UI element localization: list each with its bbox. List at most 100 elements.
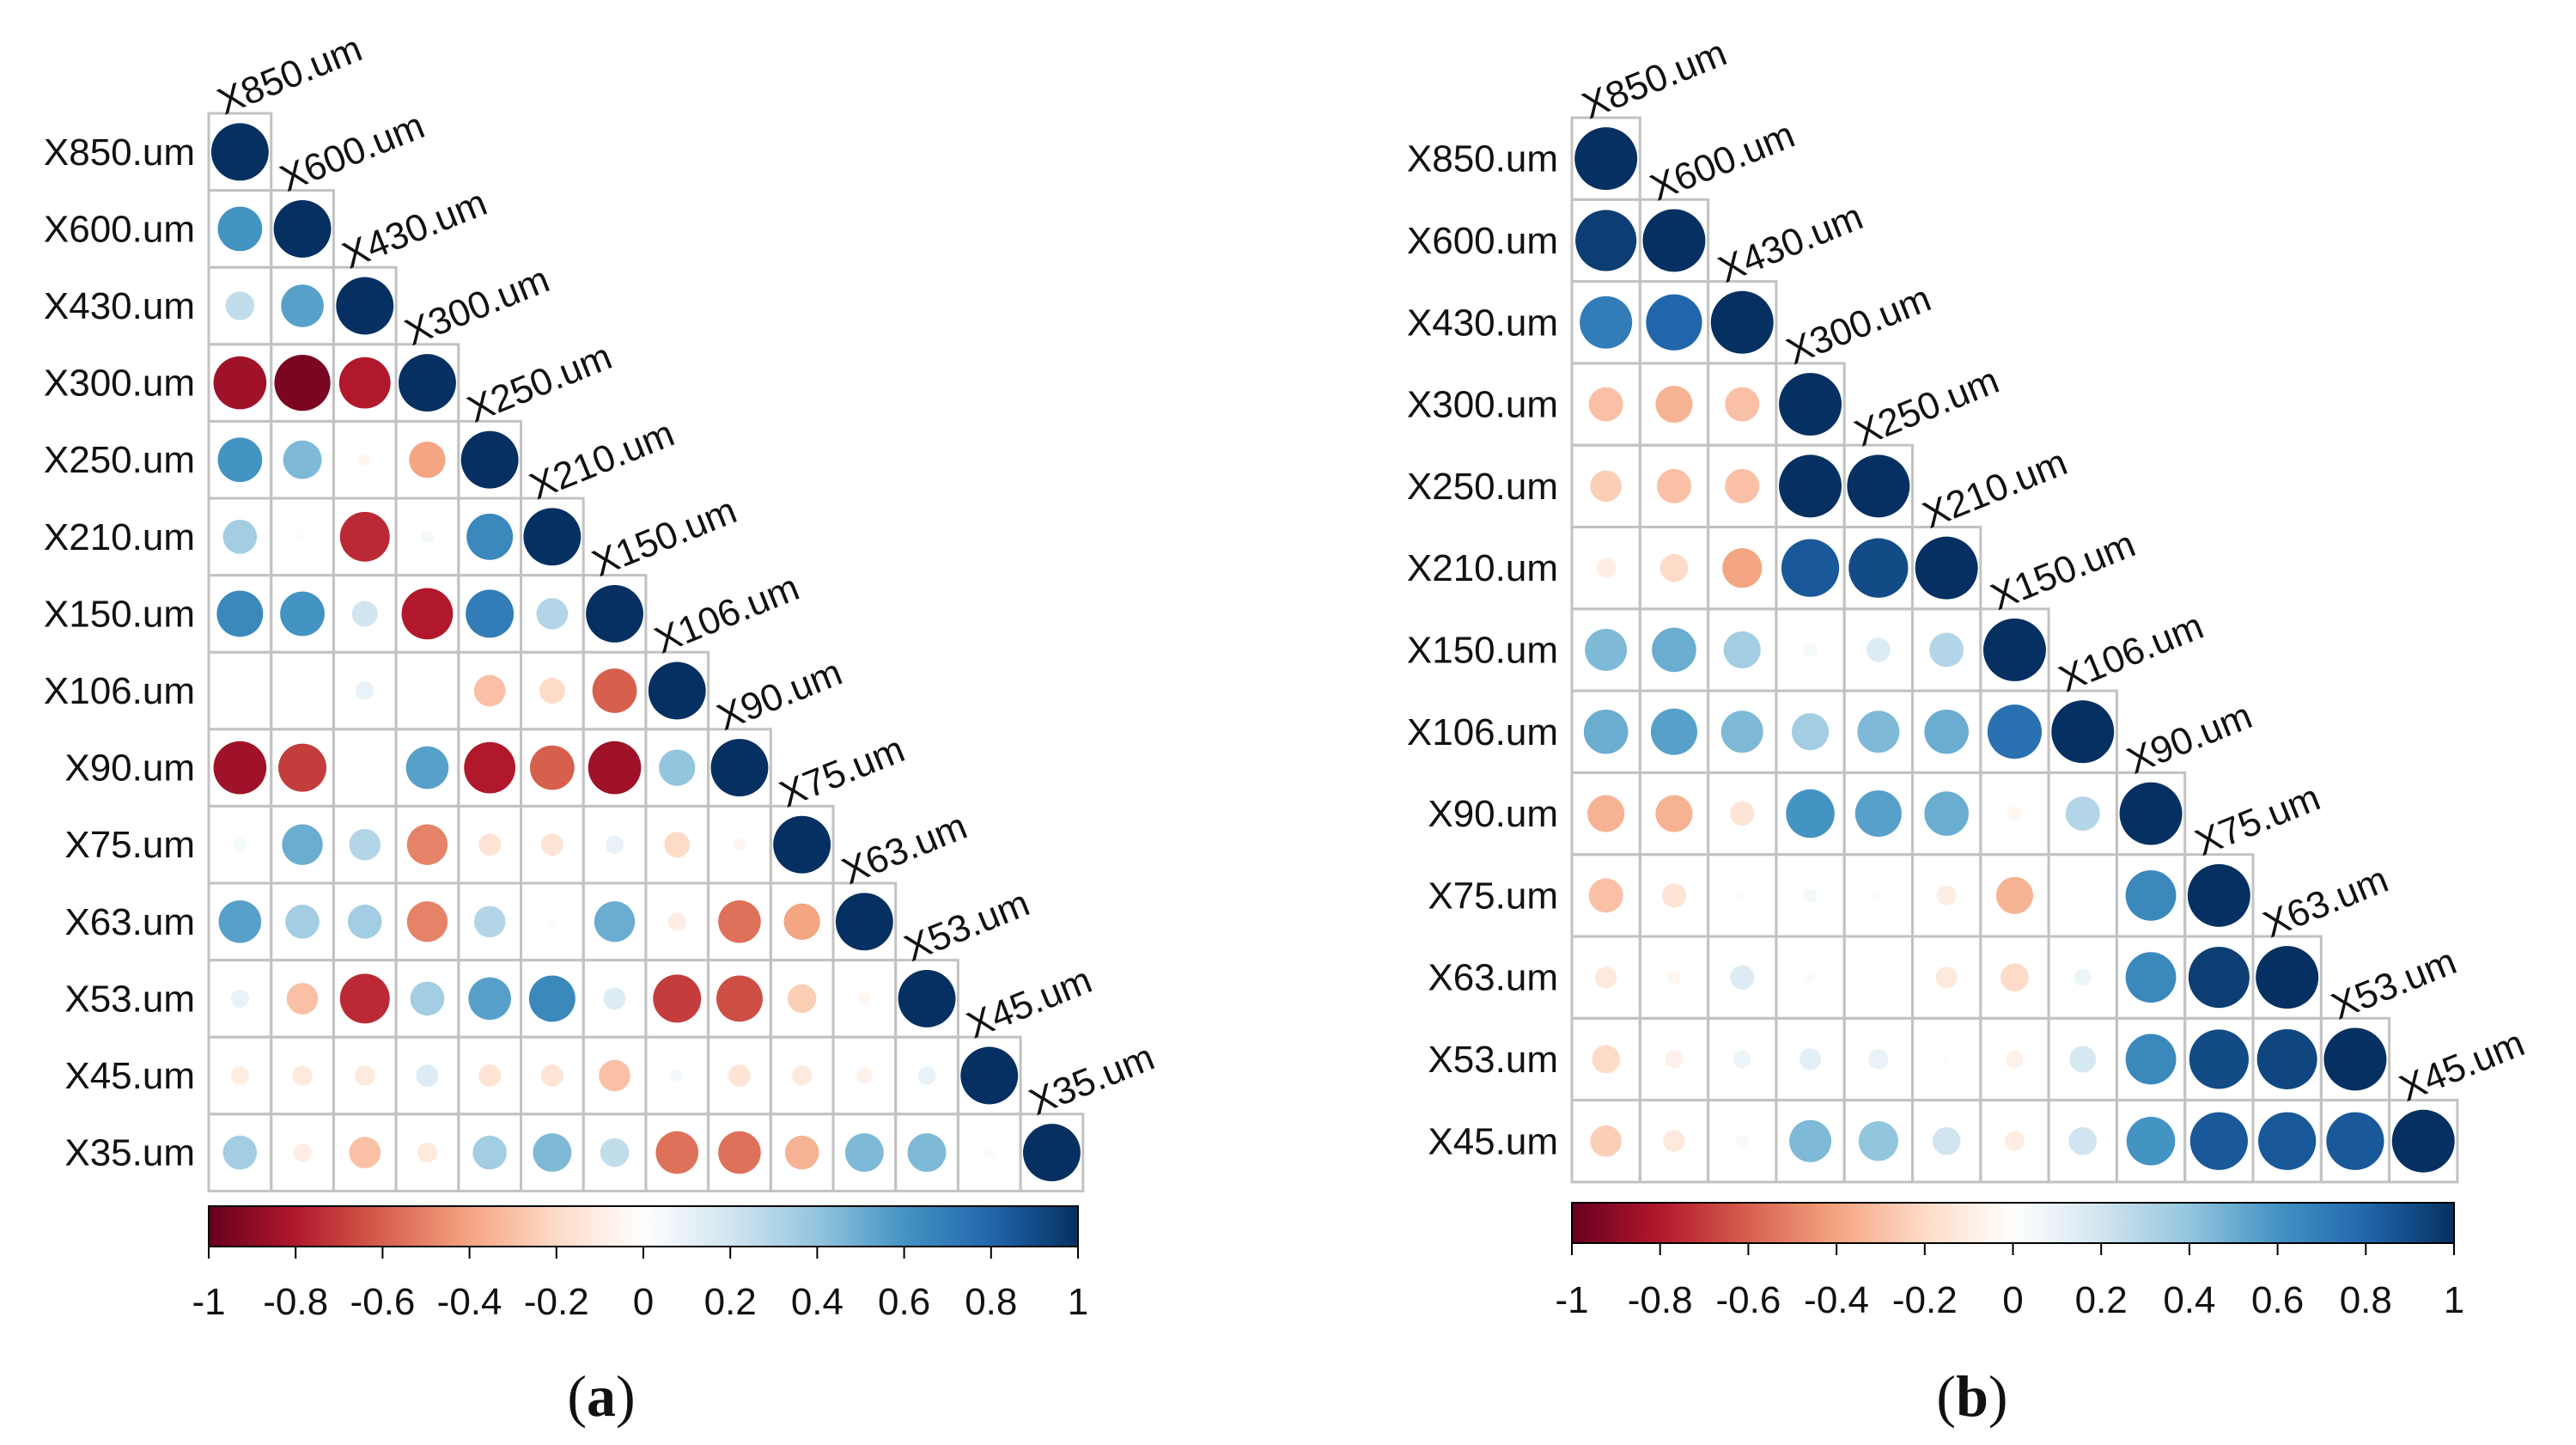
panel-b-colorbar-tick-label: 0.8 — [2340, 1279, 2392, 1321]
panel-b-correlation-circle — [2074, 968, 2092, 986]
panel-b-column-label: X63.um — [2257, 858, 2394, 946]
panel-b-colorbar-tick-label: -1 — [1555, 1279, 1588, 1321]
panel-b-correlation-circle — [1915, 536, 1978, 600]
panel-a-colorbar-tick-label: 0.4 — [791, 1281, 843, 1323]
panel-b-correlation-circle — [2323, 1027, 2387, 1091]
panel-a-correlation-circle — [548, 918, 557, 926]
panel-a-correlation-circle — [298, 533, 307, 541]
panel-a-colorbar-tick-label: -0.2 — [524, 1281, 589, 1323]
panel-b-column-label: X75.um — [2189, 777, 2326, 864]
panel-a-correlation-circle — [356, 681, 375, 700]
panel-b-colorbar-tick-label: 0.4 — [2163, 1279, 2215, 1321]
panel-a-column-label: X250.um — [461, 335, 618, 430]
panel-a-colorbar-tick-label: 0 — [633, 1281, 654, 1323]
panel-b-correlation-circle — [1655, 385, 1693, 424]
panel-b-row-label: X150.um — [1407, 629, 1558, 671]
panel-b-correlation-circle — [1805, 972, 1816, 983]
panel-b-row-label: X430.um — [1407, 302, 1558, 344]
panel-b-correlation-circle — [1730, 801, 1755, 826]
panel-a-correlation-circle — [285, 905, 320, 939]
panel-b-colorbar-tick-label: -0.6 — [1715, 1279, 1781, 1321]
panel-a-correlation-circle — [292, 1065, 313, 1086]
panel-a-correlation-circle — [293, 1143, 312, 1162]
panel-b-correlation-circle — [1791, 713, 1830, 751]
panel-a-row-label: X53.um — [64, 978, 195, 1020]
panel-a-correlation-circle — [339, 511, 390, 562]
panel-b-correlation-circle — [1847, 454, 1910, 518]
panel-a-row-label: X90.um — [64, 747, 195, 790]
panel-b-correlation-circle — [2189, 1112, 2248, 1170]
panel-b-column-label: X600.um — [1645, 113, 1801, 209]
panel-b-correlation-circle — [2187, 863, 2250, 927]
panel-a-correlation-circle — [282, 824, 323, 865]
panel-b-colorbar-tick-label: 0.2 — [2075, 1279, 2128, 1321]
panel-b-correlation-circle — [1982, 618, 2046, 681]
panel-a-correlation-circle — [907, 1133, 947, 1173]
panel-a-correlation-circle — [217, 437, 263, 483]
panel-a-correlation-circle — [460, 430, 519, 489]
panel-b-correlation-circle — [2069, 1046, 2097, 1073]
panel-b-colorbar — [1571, 1202, 2455, 1244]
panel-b-correlation-circle — [2006, 1050, 2024, 1069]
panel-b-correlation-circle — [1587, 795, 1625, 832]
panel-a-correlation-circle — [225, 291, 255, 320]
panel-a-correlation-circle — [222, 1135, 258, 1170]
panel-b-correlation-circle — [1588, 387, 1623, 422]
panel-a-correlation-circle — [286, 983, 319, 1015]
panel-a-correlation-circle — [405, 746, 449, 790]
panel-b-correlation-circle — [1590, 1125, 1622, 1157]
panel-b-correlation-circle — [2326, 1112, 2384, 1170]
panel-a-correlation-circle — [283, 440, 322, 479]
panel-a-grid-cell — [207, 650, 273, 731]
panel-a-colorbar-tick-label: 0.2 — [704, 1281, 757, 1323]
panel-a-correlation-circle — [670, 1069, 684, 1082]
panel-b-correlation-circle — [2126, 1116, 2176, 1166]
panel-a-correlation-circle — [856, 1067, 873, 1084]
panel-b-correlation-circle — [1583, 709, 1629, 754]
panel-a-column-label: X45.um — [961, 959, 1098, 1046]
panel-a-correlation-circle — [718, 1131, 761, 1174]
panel-a-colorbar — [208, 1205, 1079, 1247]
panel-a-correlation-circle — [347, 905, 382, 939]
panel-b-colorbar-tick-label: -0.2 — [1892, 1279, 1958, 1321]
panel-a-label: (a) — [567, 1363, 635, 1429]
panel-b-correlation-circle — [1873, 891, 1884, 900]
panel-b-correlation-circle — [1665, 1050, 1684, 1069]
panel-b-correlation-circle — [1722, 548, 1763, 588]
panel-b-correlation-circle — [2125, 1033, 2177, 1085]
panel-b-correlation-circle — [2258, 1112, 2317, 1170]
panel-b-correlation-circle — [1652, 627, 1696, 673]
panel-b-correlation-circle — [1936, 885, 1957, 905]
panel-b-correlation-plot: X850.umX850.umX600.umX600.umX430.umX430.… — [1407, 32, 2530, 1429]
panel-a-column-label: X63.um — [837, 805, 973, 893]
panel-b-correlation-circle — [1656, 468, 1691, 503]
panel-b-column-label: X850.um — [1576, 32, 1733, 127]
panel-b-correlation-circle — [1663, 1130, 1685, 1152]
panel-a-correlation-circle — [603, 987, 626, 1010]
panel-b-column-label: X45.um — [2394, 1022, 2530, 1110]
panel-b-correlation-circle — [1595, 966, 1617, 989]
panel-a-column-label: X430.um — [337, 181, 493, 277]
panel-b-row-label: X63.um — [1428, 957, 1558, 999]
panel-b-correlation-circle — [1866, 637, 1891, 662]
panel-a-row-label: X106.um — [44, 670, 195, 712]
panel-b-grid-cell — [2388, 1099, 2459, 1184]
panel-a-row-label: X600.um — [44, 208, 195, 250]
panel-a-correlation-circle — [787, 984, 817, 1014]
panel-b-correlation-circle — [1779, 454, 1842, 518]
panel-b-column-label: X90.um — [2122, 694, 2258, 782]
panel-b-correlation-circle — [1786, 789, 1835, 838]
panel-b-correlation-circle — [2007, 806, 2022, 821]
panel-a-correlation-circle — [529, 745, 575, 790]
panel-b-correlation-circle — [1710, 290, 1774, 354]
panel-b-row-label: X90.um — [1428, 793, 1558, 835]
panel-a-correlation-circle — [406, 824, 448, 865]
panel-a-correlation-circle — [655, 1131, 699, 1174]
panel-a-colorbar-tick-label: 1 — [1068, 1281, 1088, 1323]
panel-a-correlation-circle — [528, 975, 575, 1022]
panel-a-colorbar-tick-label: -1 — [192, 1281, 225, 1323]
panel-a-correlation-circle — [710, 739, 769, 797]
panel-b-correlation-circle — [1738, 891, 1747, 900]
panel-a-correlation-circle — [401, 588, 454, 640]
